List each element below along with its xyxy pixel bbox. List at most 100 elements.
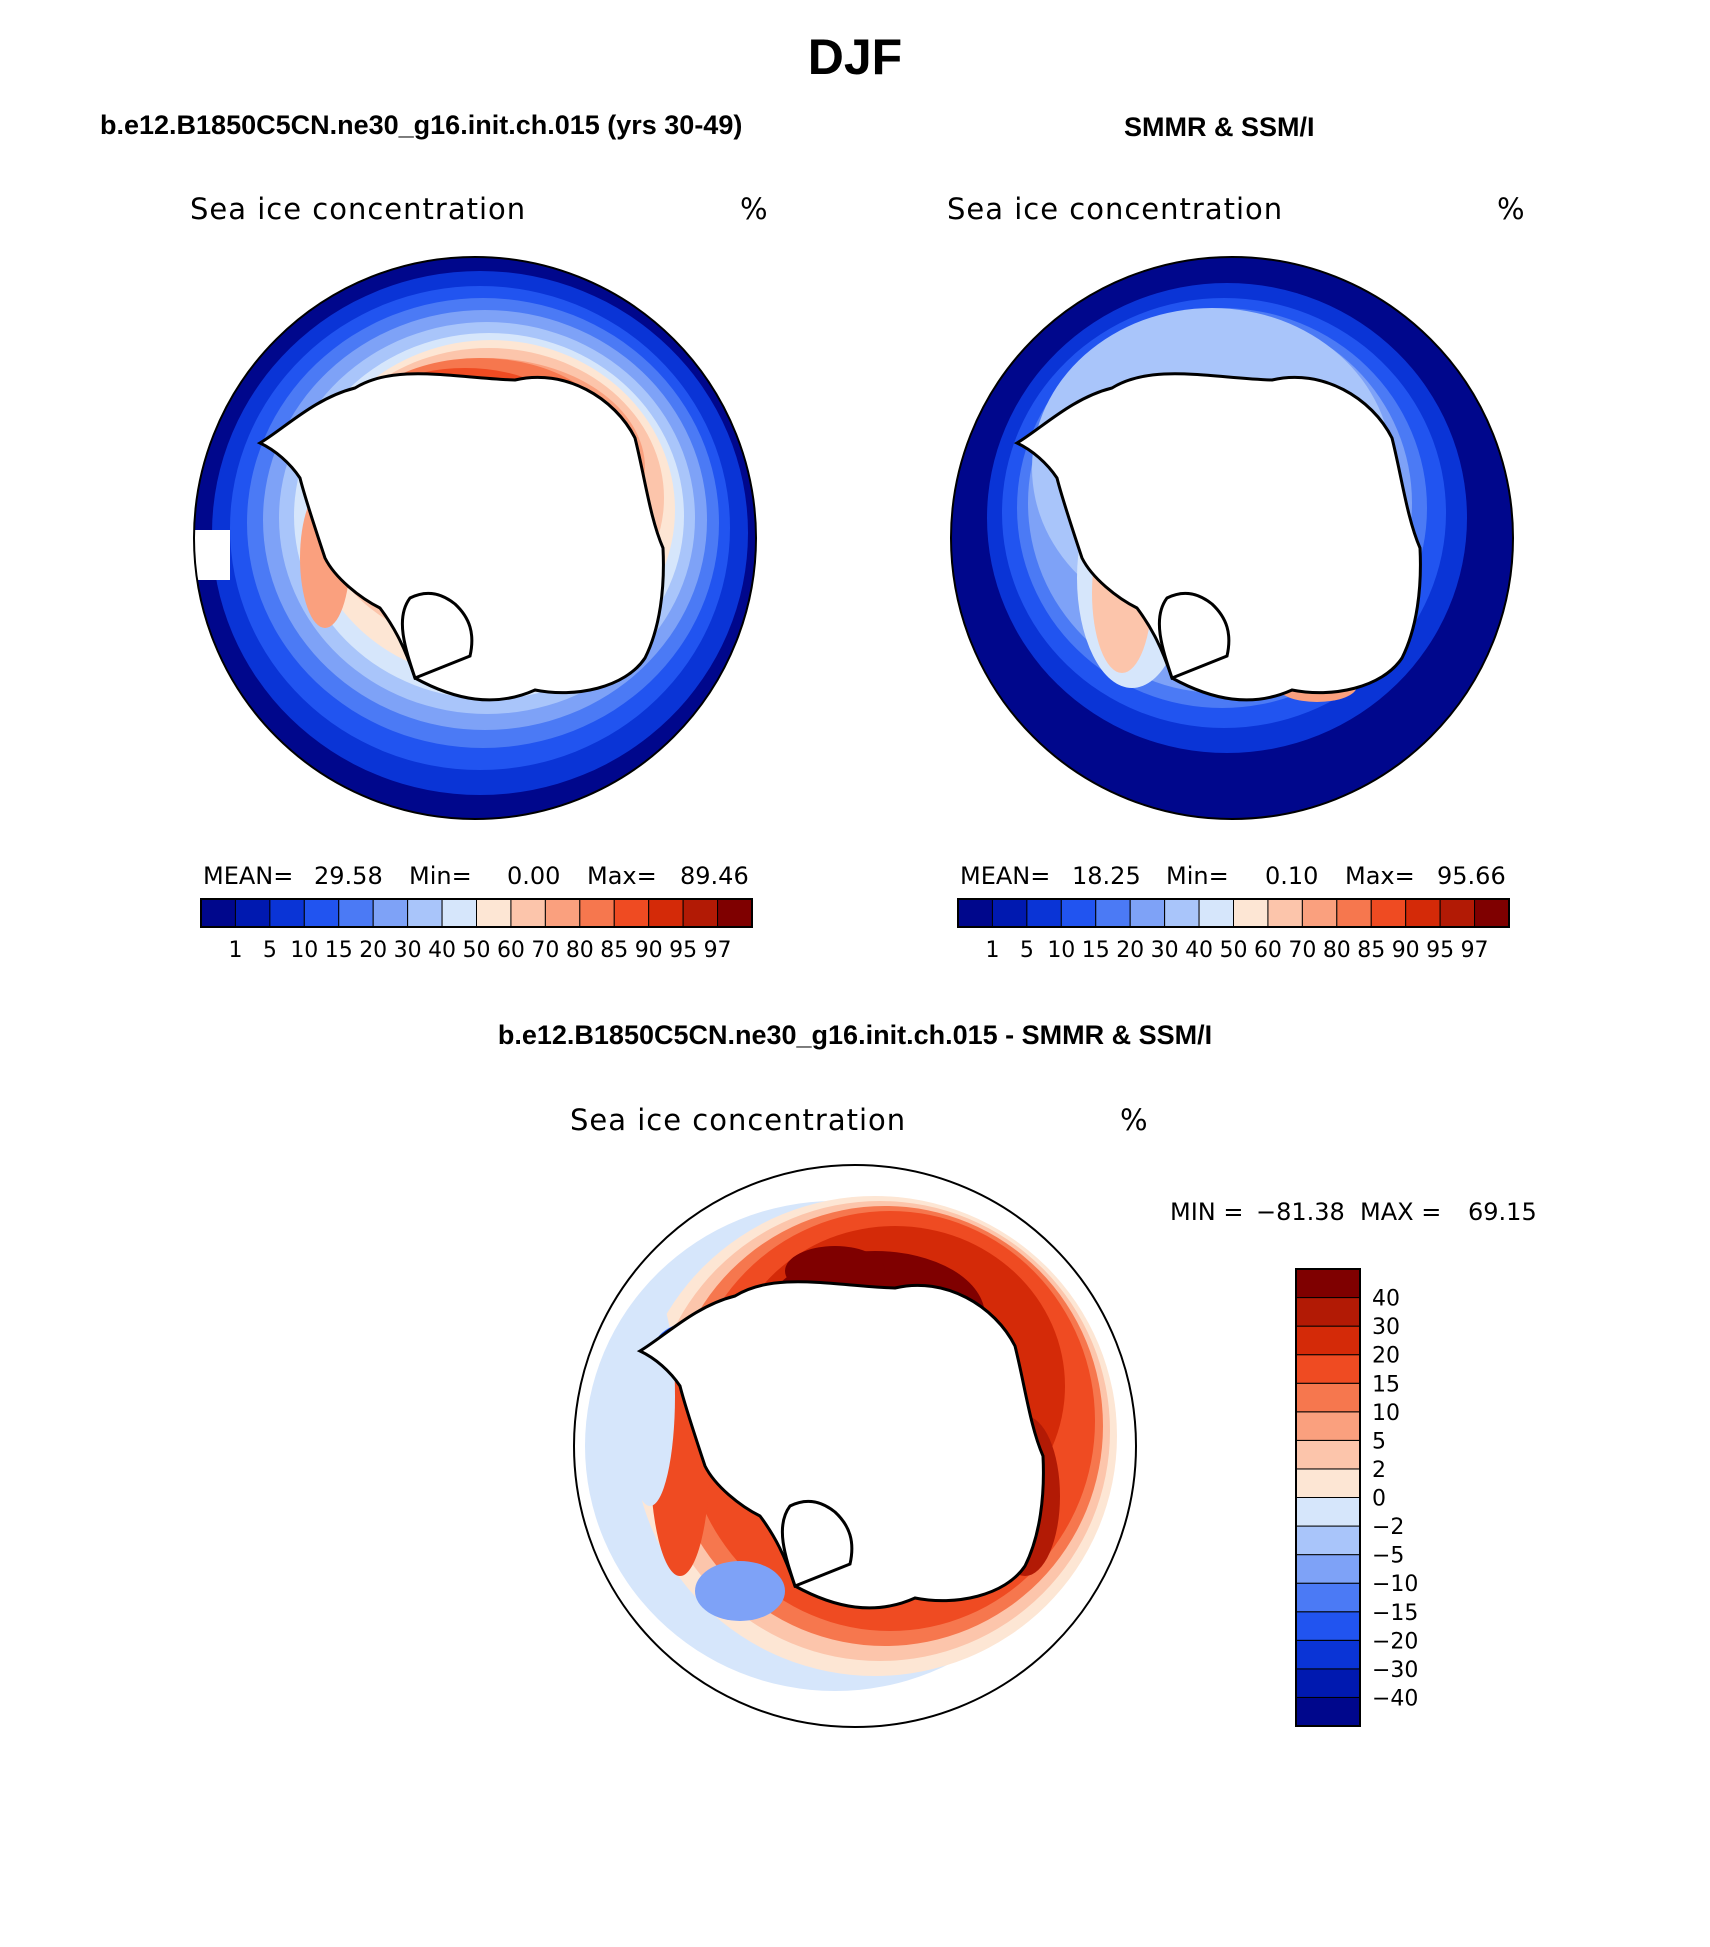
model-colorbar-frame [200,898,753,928]
obs-colorbar-swatch [1164,898,1200,928]
diff-colorbar-swatch [1295,1696,1361,1727]
diff-colorbar-swatch [1295,1411,1361,1441]
obs-colorbar-tick-label: 5 [1020,938,1034,963]
obs-colorbar-swatch [957,898,993,928]
diff-max-label: MAX = [1360,1198,1441,1226]
obs-colorbar-tick-label: 10 [1047,938,1075,963]
diff-colorbar-tick-label: 10 [1372,1401,1400,1426]
model-mean-label: MEAN= [203,862,293,890]
model-colorbar-tick-label: 85 [600,938,628,963]
model-colorbar-tick-label: 40 [428,938,456,963]
diff-colorbar-swatch [1295,1325,1361,1356]
model-colorbar-swatch [613,898,650,928]
figure-title: DJF [807,29,903,85]
model-colorbar-swatch [544,898,581,928]
obs-colorbar-tick-label: 30 [1151,938,1179,963]
obs-units-label: % [1497,192,1525,226]
obs-colorbar-tick-label: 60 [1254,938,1282,963]
model-min-value: 0.00 [507,862,560,890]
model-colorbar-swatch [579,898,615,928]
obs-colorbar-tick-label: 97 [1461,938,1489,963]
obs-variable-label: Sea ice concentration [947,192,1283,226]
diff-colorbar-tick-label: −20 [1372,1629,1418,1654]
diff-map [573,1164,1137,1728]
model-colorbar-swatch [476,898,512,928]
diff-colorbar-swatch [1295,1497,1361,1527]
obs-colorbar-tick-label: 40 [1185,938,1213,963]
model-colorbar-tick-label: 70 [531,938,559,963]
diff-colorbar-tick-label: 0 [1372,1487,1386,1512]
obs-colorbar-swatch [1336,898,1372,928]
obs-colorbar-frame [957,898,1510,928]
obs-colorbar-swatch [1095,898,1131,928]
diff-colorbar-tick-label: 2 [1372,1458,1386,1483]
model-colorbar-swatch [338,898,374,928]
diff-colorbar-swatch [1295,1639,1361,1670]
obs-colorbar-tick-label: 80 [1323,938,1351,963]
model-colorbar-swatch [269,898,305,928]
model-map [193,256,757,820]
model-colorbar-tick-label: 20 [359,938,387,963]
diff-colorbar-swatch [1295,1297,1361,1327]
diff-colorbar-tick-label: −40 [1372,1686,1418,1711]
obs-min-label: Min= [1166,862,1229,890]
obs-colorbar-swatch [1026,898,1062,928]
obs-colorbar-swatch [1233,898,1269,928]
obs-colorbar-swatch [1370,898,1407,928]
diff-colorbar-tick-label: 40 [1372,1287,1400,1312]
obs-colorbar-tick-label: 1 [985,938,999,963]
obs-colorbar-swatch [1474,898,1510,928]
obs-colorbar: 1 5 10 15 20 30 40 50 60 70 80 85 90 95 97 [957,898,1510,963]
model-colorbar-tick-label: 30 [394,938,422,963]
model-colorbar-tick-label: 10 [290,938,318,963]
diff-colorbar-tick-label: −2 [1372,1515,1404,1540]
model-colorbar-tick-label: 15 [325,938,353,963]
diff-colorbar-tick-label: 30 [1372,1315,1400,1340]
diff-colorbar-swatch [1295,1439,1361,1470]
diff-panel-heading: b.e12.B1850C5CN.ne30_g16.init.ch.015 - S… [497,1020,1213,1050]
obs-colorbar-swatch [1267,898,1303,928]
diff-max-value: 69.15 [1468,1198,1537,1226]
diff-units-label: % [1120,1103,1148,1137]
diff-colorbar-swatch [1295,1611,1361,1641]
obs-colorbar-tick-label: 85 [1357,938,1385,963]
obs-max-value: 95.66 [1437,862,1506,890]
diff-colorbar-tick-label: −15 [1372,1601,1418,1626]
model-panel-heading: b.e12.B1850C5CN.ne30_g16.init.ch.015 (yr… [100,110,743,140]
diff-colorbar-swatch [1295,1468,1361,1498]
obs-min-value: 0.10 [1265,862,1318,890]
model-colorbar-tick-label: 50 [463,938,491,963]
model-mean-value: 29.58 [314,862,383,890]
diff-colorbar-tick-label: 20 [1372,1344,1400,1369]
model-colorbar-tick-label: 95 [669,938,697,963]
diff-colorbar-swatch [1295,1382,1361,1413]
model-map-boundary [193,256,757,820]
diff-colorbar-swatch [1295,1268,1361,1299]
obs-colorbar-swatch [991,898,1028,928]
diff-min-label: MIN = [1170,1198,1243,1226]
model-colorbar-swatch [510,898,546,928]
model-variable-label: Sea ice concentration [190,192,526,226]
diff-colorbar-swatch [1295,1582,1361,1613]
obs-colorbar-swatch [1129,898,1166,928]
obs-colorbar-tick-label: 95 [1426,938,1454,963]
model-colorbar-tick-label: 1 [228,938,242,963]
obs-colorbar-swatch [1301,898,1338,928]
model-colorbar-tick-label: 80 [566,938,594,963]
model-colorbar-tick-label: 60 [497,938,525,963]
model-colorbar-swatch [682,898,719,928]
diff-colorbar-frame [1295,1268,1361,1727]
diff-colorbar-tick-label: −5 [1372,1544,1404,1569]
diff-variable-label: Sea ice concentration [570,1103,906,1137]
obs-mean-label: MEAN= [960,862,1050,890]
obs-mean-value: 18.25 [1072,862,1141,890]
diff-colorbar-tick-label: −30 [1372,1658,1418,1683]
model-min-label: Min= [409,862,472,890]
diff-colorbar-swatch [1295,1668,1361,1698]
diff-colorbar-swatch [1295,1354,1361,1384]
diff-colorbar-swatch [1295,1525,1361,1556]
model-colorbar-swatch [234,898,271,928]
model-colorbar: 1 5 10 15 20 30 40 50 60 70 80 85 90 95 97 [200,898,753,963]
